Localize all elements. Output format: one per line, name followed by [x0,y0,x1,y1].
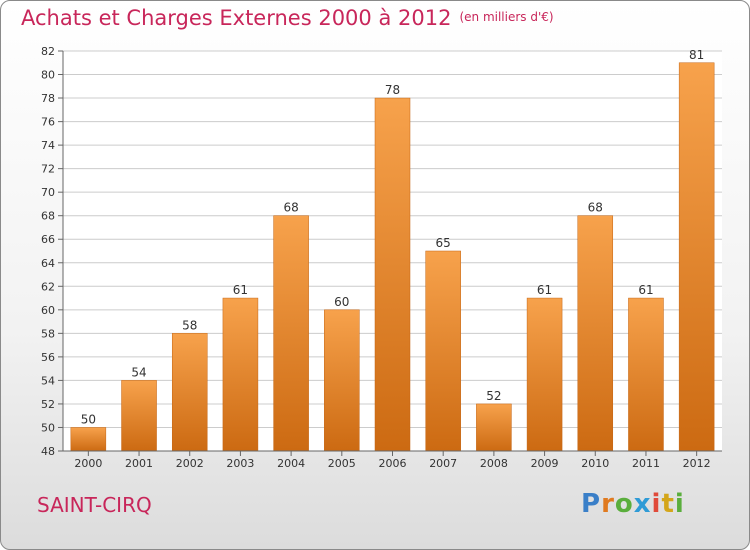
y-tick-label: 60 [41,304,55,317]
value-label-2008: 52 [486,389,501,403]
y-tick-label: 76 [41,116,55,129]
bar-2011 [628,297,664,452]
y-tick-label: 48 [41,445,55,458]
y-tick-label: 70 [41,186,55,199]
bar-2002 [171,333,208,452]
value-label-2005: 60 [334,295,349,309]
value-label-2004: 68 [283,201,298,215]
y-tick-label: 74 [41,139,55,152]
value-label-2011: 61 [638,283,653,297]
logo-letter: i [651,489,662,519]
value-label-2006: 78 [385,83,400,97]
logo-letter: P [581,489,602,519]
axes: 48 50 52 54 56 58 60 62 64 66 68 70 72 74 76 78 80 82 2000… [41,45,722,470]
value-label-2000: 50 [81,412,96,426]
y-tick-label: 68 [41,210,55,223]
logo-letter: o [614,489,634,519]
y-tick-label: 78 [41,92,55,105]
y-tick-label: 72 [41,163,55,176]
chart-subtitle: (en milliers d'€) [459,10,554,24]
y-tick-label: 80 [41,69,55,82]
y-tick-label: 64 [41,257,55,270]
y-tick-label: 50 [41,421,55,434]
bar-2006 [374,97,411,452]
value-label-2003: 61 [233,283,248,297]
y-tick-label: 52 [41,398,55,411]
bar-2012 [678,62,715,452]
bar-2000 [70,427,107,452]
value-label-2009: 61 [537,283,552,297]
chart-title: Achats et Charges Externes 2000 à 2012 (e… [21,6,554,30]
bar-2003 [222,297,259,452]
x-tick-label-2004: 2004 [277,457,305,470]
y-tick-label: 66 [41,233,55,246]
y-tick-label: 54 [41,374,55,387]
x-tick-label-2012: 2012 [683,457,711,470]
bar-2010 [577,215,614,452]
y-tick-label: 56 [41,351,55,364]
x-tick-label-2010: 2010 [581,457,609,470]
chart-title-text: Achats et Charges Externes 2000 à 2012 [21,6,452,30]
x-tick-label-2007: 2007 [429,457,457,470]
y-tick-label: 62 [41,280,55,293]
x-tick-label-2006: 2006 [379,457,407,470]
logo-letter: x [633,489,652,519]
logo-letter: r [601,489,615,519]
y-tick-label: 58 [41,327,55,340]
bar-2009 [526,297,563,452]
x-tick-label-2005: 2005 [328,457,356,470]
x-tick-label-2001: 2001 [125,457,153,470]
value-label-2002: 58 [182,318,197,332]
bar-2008 [476,403,512,452]
commune-name: SAINT-CIRQ [37,493,152,517]
x-tick-label-2000: 2000 [74,457,102,470]
bars: 50 54 58 61 68 60 78 65 52 61 68 61 81 [70,48,715,452]
value-label-2001: 54 [131,365,146,379]
bar-2007 [425,250,461,452]
value-label-2012: 81 [689,48,704,62]
x-tick-label-2011: 2011 [632,457,660,470]
value-label-2010: 68 [588,201,603,215]
bar-2001 [121,380,157,452]
x-tick-label-2008: 2008 [480,457,508,470]
value-label-2007: 65 [436,236,451,250]
y-tick-label: 82 [41,45,55,58]
logo-letter: i [674,489,685,519]
x-tick-label-2003: 2003 [226,457,254,470]
x-tick-label-2009: 2009 [531,457,559,470]
proxiti-logo: Proxiti [581,489,685,519]
bar-2005 [324,309,360,452]
logo-letter: t [661,489,675,519]
x-tick-label-2002: 2002 [176,457,204,470]
bar-2004 [273,215,309,452]
